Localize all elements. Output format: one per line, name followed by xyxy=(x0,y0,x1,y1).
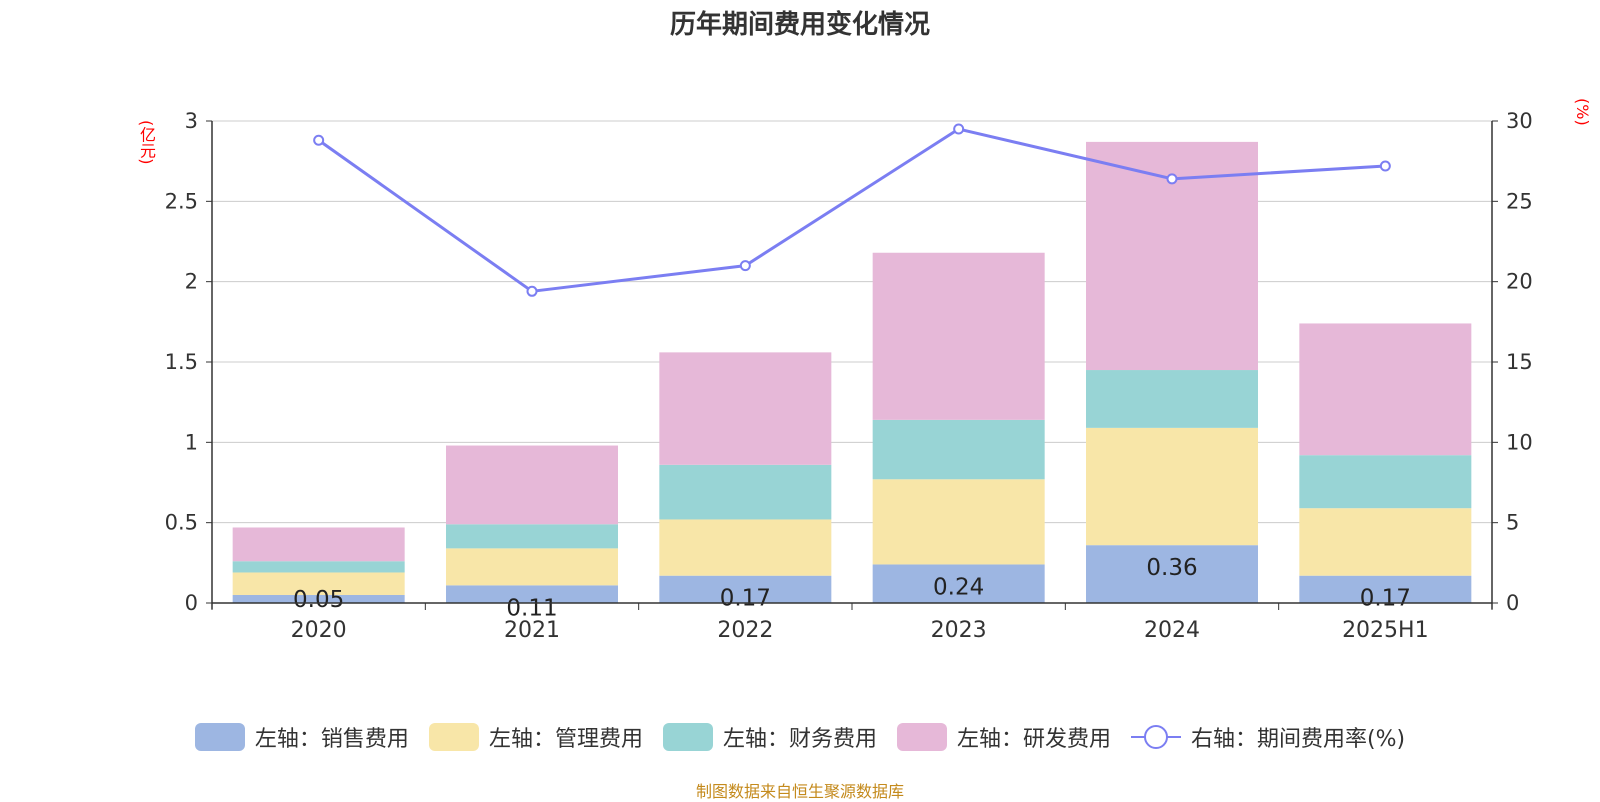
bar-finance xyxy=(1086,370,1258,428)
x-tick-label: 2023 xyxy=(931,618,987,643)
y-left-tick-label: 3 xyxy=(185,109,198,133)
y-right-tick-label: 10 xyxy=(1506,430,1533,454)
bar-admin xyxy=(659,519,832,576)
bar-admin xyxy=(232,572,405,595)
legend-label-rate: 右轴：期间费用率(%) xyxy=(1190,727,1406,752)
bar-sales xyxy=(872,564,1045,603)
bar-finance xyxy=(659,464,832,520)
bar-admin xyxy=(1086,427,1258,546)
x-tick-label: 2024 xyxy=(1144,618,1200,643)
data-label-sales: 0.36 xyxy=(1146,555,1197,581)
y-right-tick-label: 30 xyxy=(1506,109,1533,133)
y-left-tick-label: 2 xyxy=(185,270,198,294)
data-label-sales: 0.17 xyxy=(1360,586,1411,612)
data-label-sales: 0.11 xyxy=(506,595,557,621)
bar-rd xyxy=(1299,323,1472,456)
bar-finance xyxy=(1299,455,1472,509)
bar-rd xyxy=(659,352,832,465)
data-label-sales: 0.24 xyxy=(933,574,984,600)
bar-rd xyxy=(872,252,1045,420)
bar-sales xyxy=(232,594,405,603)
y-right-tick-label: 15 xyxy=(1506,350,1533,374)
x-tick-label: 2020 xyxy=(291,618,347,643)
rate-point xyxy=(739,260,751,272)
y-left-tick-label: 1.5 xyxy=(165,350,198,374)
data-label-sales: 0.17 xyxy=(720,586,771,612)
x-tick-label: 2022 xyxy=(717,618,773,643)
y-left-tick-label: 2.5 xyxy=(165,189,198,213)
bar-finance xyxy=(872,419,1045,480)
rate-line xyxy=(317,127,1386,293)
legend-item-finance[interactable]: 左轴：财务费用 xyxy=(662,721,877,753)
y-right-tick-label: 25 xyxy=(1506,189,1533,213)
legend-item-rd[interactable]: 左轴：研发费用 xyxy=(896,721,1111,753)
legend-item-sales[interactable]: 左轴：销售费用 xyxy=(194,721,409,753)
left-axis-unit: (亿元) xyxy=(137,120,156,165)
source-note: 制图数据来自恒生聚源数据库 xyxy=(695,782,904,801)
legend-item-rate[interactable]: 右轴：期间费用率(%) xyxy=(1130,721,1406,753)
legend-swatch-rate xyxy=(1130,725,1181,749)
bar-admin xyxy=(872,479,1045,565)
bar-sales xyxy=(446,585,618,603)
chart-title: 历年期间费用变化情况 xyxy=(669,10,930,40)
y-right-tick-label: 20 xyxy=(1506,270,1533,294)
bar-rd xyxy=(446,445,618,525)
rate-point xyxy=(953,123,965,135)
rate-point xyxy=(313,134,325,146)
legend-swatch-sales xyxy=(194,723,245,751)
rate-point xyxy=(526,285,538,297)
bar-admin xyxy=(446,548,618,586)
legend-label-admin: 左轴：管理费用 xyxy=(488,727,643,752)
legend-swatch-rd xyxy=(896,723,947,751)
bar-sales xyxy=(1086,545,1258,603)
data-label-sales: 0.05 xyxy=(293,587,344,613)
bar-finance xyxy=(232,561,405,573)
x-tick-label: 2021 xyxy=(504,618,560,643)
y-right-tick-label: 5 xyxy=(1506,511,1519,535)
y-left-tick-label: 0 xyxy=(185,591,198,615)
bar-rd xyxy=(232,527,405,562)
bar-admin xyxy=(1299,508,1472,576)
x-tick-label: 2025H1 xyxy=(1342,618,1429,643)
legend: 左轴：销售费用 左轴：管理费用 左轴：财务费用 左轴：研发费用 右轴：期间费用率… xyxy=(0,721,1600,753)
y-left-tick-label: 0.5 xyxy=(165,511,198,535)
rate-point xyxy=(1166,173,1178,185)
bar-sales xyxy=(659,575,832,603)
legend-label-finance: 左轴：财务费用 xyxy=(722,727,877,752)
legend-item-admin[interactable]: 左轴：管理费用 xyxy=(428,721,643,753)
bar-sales xyxy=(1299,575,1472,603)
y-right-tick-label: 0 xyxy=(1506,591,1519,615)
y-left-tick-label: 1 xyxy=(185,430,198,454)
rate-point xyxy=(1379,160,1391,172)
legend-swatch-admin xyxy=(428,723,479,751)
right-axis-unit: (%) xyxy=(1573,98,1592,126)
bar-finance xyxy=(446,524,618,549)
legend-label-rd: 左轴：研发费用 xyxy=(956,727,1111,752)
legend-swatch-finance xyxy=(662,723,713,751)
legend-label-sales: 左轴：销售费用 xyxy=(254,727,409,752)
